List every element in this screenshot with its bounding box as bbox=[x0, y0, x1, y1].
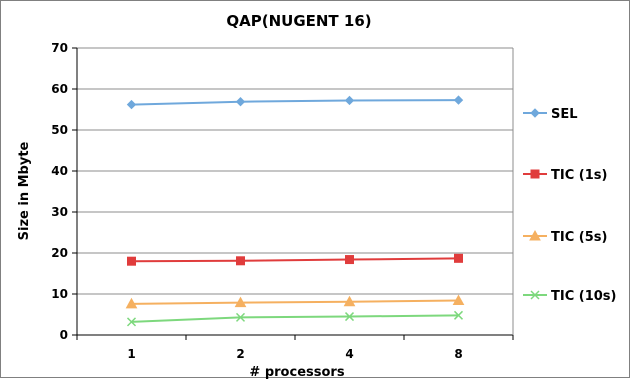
data-point bbox=[126, 317, 137, 327]
legend-item: TIC (1s) bbox=[523, 168, 607, 183]
legend-marker bbox=[529, 229, 541, 241]
y-tick-label: 0 bbox=[60, 328, 68, 342]
legend-item: SEL bbox=[523, 107, 578, 122]
y-tick-label: 10 bbox=[51, 287, 68, 301]
chart-title: QAP(NUGENT 16) bbox=[226, 12, 371, 30]
data-point bbox=[344, 95, 355, 106]
data-point bbox=[453, 310, 464, 320]
data-point bbox=[452, 294, 465, 306]
axes: 0 10 20 30 40 50 60 70 1 2 4 8 bbox=[51, 41, 514, 361]
series-line bbox=[131, 314, 459, 323]
y-tick-label: 40 bbox=[51, 164, 68, 178]
legend: SEL TIC (1s) TIC (5s) TIC (10s) bbox=[523, 107, 616, 304]
legend-label: TIC (1s) bbox=[551, 168, 607, 183]
data-point bbox=[344, 312, 355, 322]
data-point bbox=[236, 256, 245, 266]
y-tick-label: 30 bbox=[51, 205, 68, 219]
data-point bbox=[454, 253, 463, 263]
legend-item: TIC (5s) bbox=[523, 229, 607, 245]
data-point bbox=[127, 256, 136, 266]
data-point bbox=[234, 296, 247, 308]
x-tick-label: 8 bbox=[454, 347, 462, 361]
legend-marker bbox=[530, 169, 540, 179]
y-tick-label: 20 bbox=[51, 246, 68, 260]
series-layer bbox=[125, 95, 465, 327]
legend-marker bbox=[530, 108, 540, 118]
legend-label: SEL bbox=[551, 107, 578, 122]
legend-item: TIC (10s) bbox=[523, 289, 616, 304]
data-point bbox=[235, 97, 246, 107]
series-line bbox=[131, 299, 459, 305]
legend-label: TIC (5s) bbox=[551, 230, 607, 245]
data-point bbox=[126, 99, 137, 110]
data-point bbox=[125, 297, 138, 309]
legend-label: TIC (10s) bbox=[551, 289, 616, 304]
x-tick-label: 4 bbox=[345, 347, 353, 361]
x-tick-label: 1 bbox=[127, 347, 135, 361]
legend-marker bbox=[530, 290, 540, 300]
x-tick-label: 2 bbox=[236, 347, 244, 361]
y-tick-label: 60 bbox=[51, 82, 68, 96]
x-axis-label: # processors bbox=[249, 365, 344, 379]
y-axis-label: Size in Mbyte bbox=[17, 141, 32, 240]
data-point bbox=[345, 255, 354, 265]
series-line bbox=[131, 99, 459, 106]
data-point bbox=[343, 295, 356, 307]
data-point bbox=[235, 312, 246, 322]
y-tick-label: 70 bbox=[51, 41, 68, 55]
data-point bbox=[453, 95, 464, 105]
series-line bbox=[131, 257, 459, 263]
gridlines bbox=[77, 47, 513, 295]
y-tick-label: 50 bbox=[51, 123, 68, 137]
